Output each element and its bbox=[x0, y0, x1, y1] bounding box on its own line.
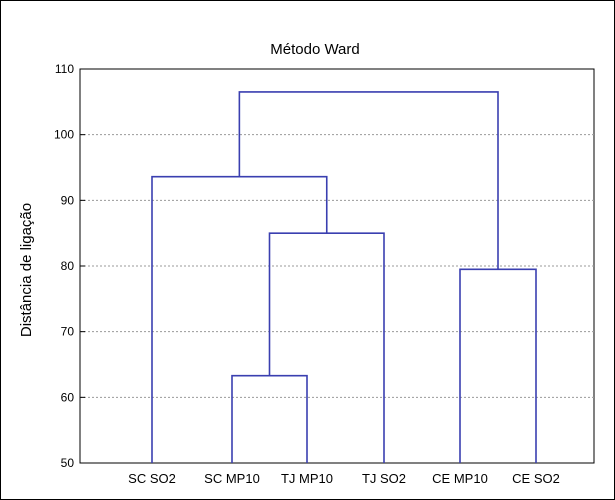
leaf-label: CE MP10 bbox=[432, 471, 488, 486]
dendrogram-link bbox=[231, 374, 308, 463]
y-tick-label: 60 bbox=[61, 390, 75, 404]
dendrogram-link bbox=[151, 175, 328, 463]
y-tick-label: 80 bbox=[61, 259, 75, 273]
y-tick-label: 110 bbox=[55, 62, 74, 76]
y-tick-label: 90 bbox=[61, 193, 75, 207]
leaf-label: SC MP10 bbox=[204, 471, 260, 486]
dendrogram-link bbox=[459, 268, 537, 463]
chart-title: Método Ward bbox=[270, 41, 359, 58]
dendrogram-link bbox=[268, 232, 385, 463]
leaf-label: SC SO2 bbox=[128, 471, 176, 486]
leaf-label: CE SO2 bbox=[512, 471, 560, 486]
dendrogram-link bbox=[238, 91, 499, 270]
leaf-label: TJ MP10 bbox=[281, 471, 333, 486]
y-tick-label: 50 bbox=[61, 456, 75, 470]
y-tick-label: 100 bbox=[54, 128, 74, 142]
y-tick-label: 70 bbox=[61, 325, 75, 339]
leaf-label: TJ SO2 bbox=[362, 471, 406, 486]
y-axis-label: Distância de ligação bbox=[18, 203, 35, 337]
